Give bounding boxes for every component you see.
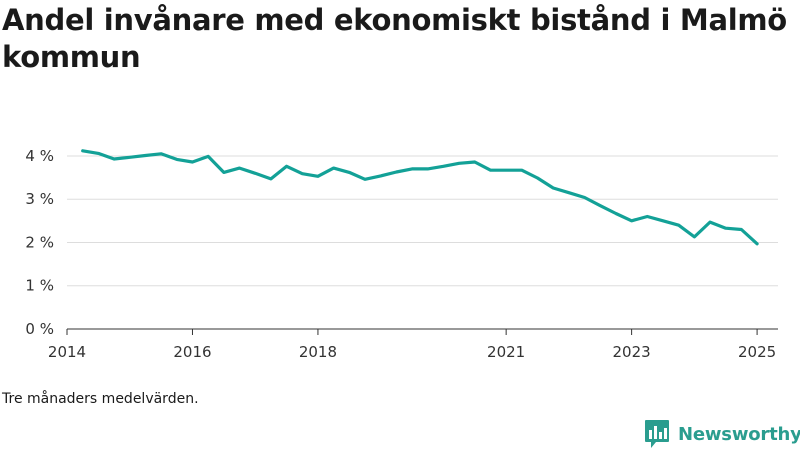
y-tick-label: 3 % <box>25 190 54 208</box>
x-tick-label: 2016 <box>173 343 211 361</box>
chart-title: Andel invånare med ekonomiskt bistånd i … <box>2 3 787 74</box>
series-group <box>81 149 759 246</box>
footnote: Tre månaders medelvärden. <box>2 391 199 407</box>
y-tick-label: 0 % <box>25 320 54 338</box>
series-line <box>81 149 759 246</box>
x-tick-label: 2021 <box>487 343 525 361</box>
x-tick-label: 2023 <box>613 343 651 361</box>
y-tick-label: 4 % <box>25 147 54 165</box>
x-tick-label: 2018 <box>299 343 337 361</box>
gridlines <box>67 155 778 287</box>
bar-chart-icon <box>645 420 669 448</box>
y-axis: 0 % 1 % 2 % 3 % 4 % <box>25 147 54 338</box>
brand-name: Newsworthy <box>678 423 800 445</box>
y-tick-label: 1 % <box>25 277 54 295</box>
y-tick-label: 2 % <box>25 233 54 251</box>
x-tick-label: 2025 <box>738 343 776 361</box>
x-tick-label: 2014 <box>48 343 86 361</box>
newsworthy-logo[interactable]: Newsworthy <box>644 419 800 449</box>
x-axis: 2014 2016 2018 2021 2023 2025 <box>48 329 776 361</box>
